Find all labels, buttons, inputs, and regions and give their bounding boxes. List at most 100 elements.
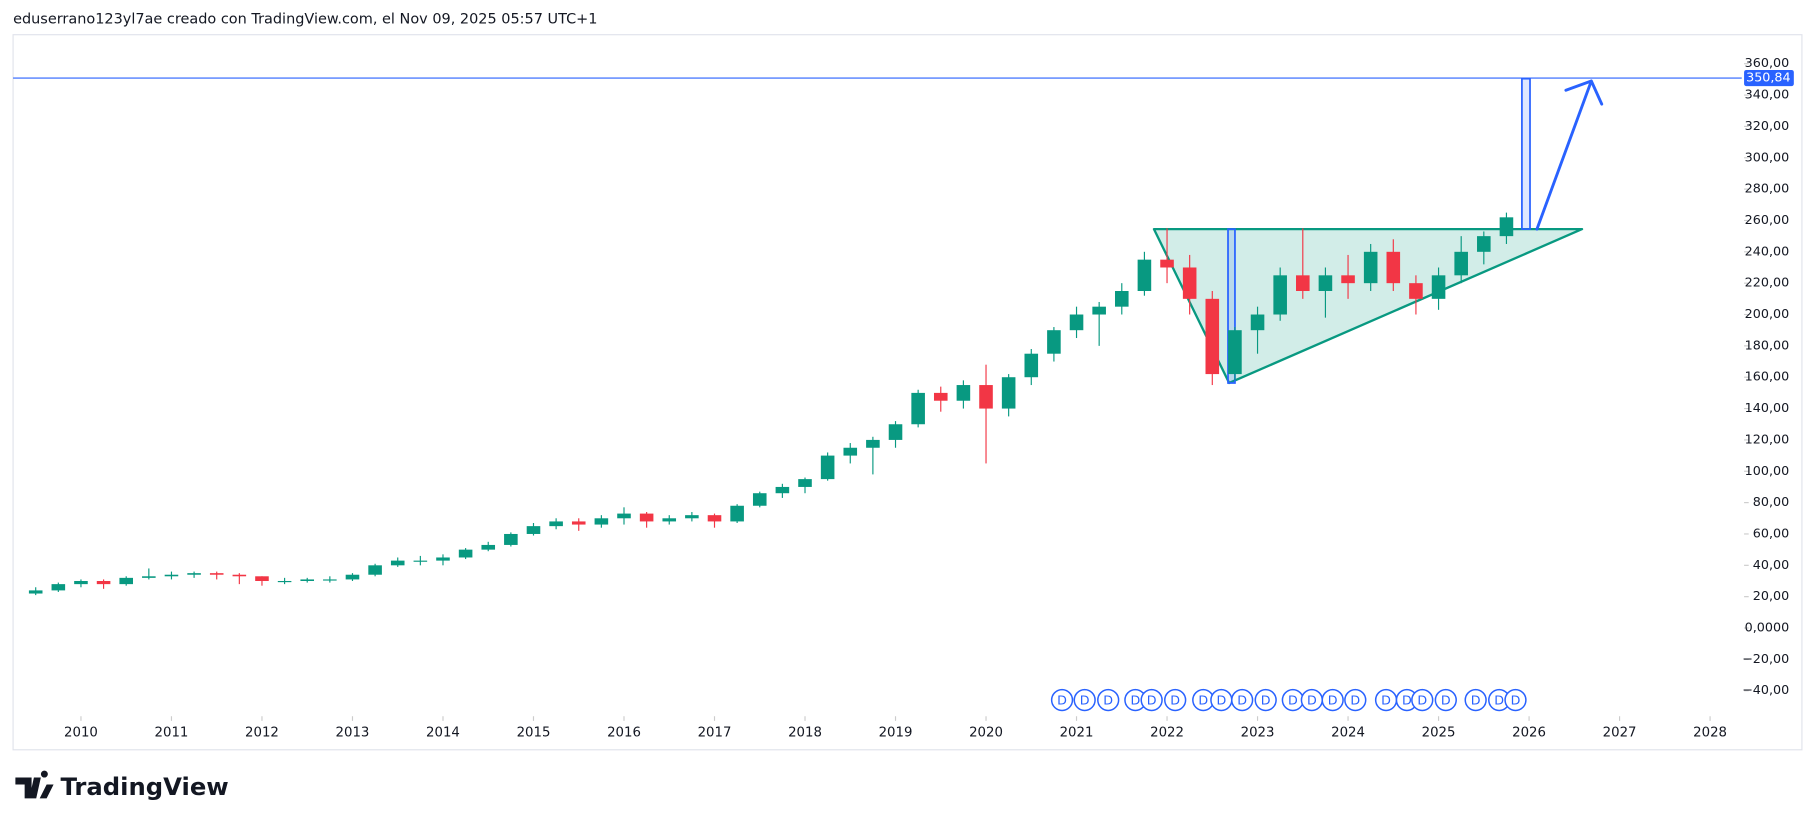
candle-body — [639, 513, 654, 522]
candle-body — [571, 521, 586, 525]
range-box — [1521, 77, 1531, 230]
y-tick-label: 80,00 — [1753, 494, 1789, 509]
range-box — [1227, 228, 1236, 384]
dividend-label: D — [1080, 693, 1090, 708]
y-tick-label: 320,00 — [1745, 118, 1790, 133]
target-arrow — [1535, 79, 1604, 231]
candle-body — [300, 579, 315, 581]
y-tick-label: 280,00 — [1745, 181, 1790, 196]
y-tick-label: 340,00 — [1745, 87, 1790, 102]
candle-body — [345, 574, 360, 580]
candle-body — [436, 557, 450, 561]
dividend-marker — [1321, 688, 1344, 712]
logo: TradingView — [15, 770, 229, 801]
candle-body — [1273, 275, 1287, 315]
candle-body — [187, 573, 201, 575]
candle-body — [707, 515, 722, 522]
x-tick-label: 2024 — [1331, 725, 1365, 740]
candle-body — [1431, 275, 1446, 299]
x-tick-label: 2018 — [788, 725, 822, 740]
candle-body — [979, 385, 993, 409]
dividend-label: D — [1471, 693, 1481, 708]
candle-body — [164, 574, 179, 577]
candle-body — [232, 574, 247, 577]
candle-body — [1069, 314, 1084, 331]
price-label-bg — [1744, 69, 1794, 87]
y-tick-label: −20,00 — [1742, 651, 1789, 666]
y-tick-label: 160,00 — [1745, 369, 1790, 384]
candle-body — [1296, 275, 1310, 292]
dividend-marker — [1344, 688, 1367, 712]
candle-body — [1409, 283, 1423, 299]
dividend-marker — [1254, 688, 1277, 712]
y-tick-label: 360,00 — [1745, 55, 1790, 70]
dividend-label: D — [1103, 693, 1113, 708]
candle-body — [1182, 267, 1197, 299]
dividend-label: D — [1216, 693, 1226, 708]
candle-body — [752, 493, 767, 506]
dividend-label: D — [1057, 693, 1067, 708]
candle-body — [1205, 298, 1220, 375]
candle-body — [866, 439, 880, 448]
candle-body — [368, 565, 382, 575]
candle-body — [119, 577, 133, 585]
chart-frame — [12, 34, 1803, 751]
dividend-label: D — [1381, 693, 1391, 708]
candle-body — [1250, 314, 1265, 331]
y-tick-label: 180,00 — [1745, 337, 1790, 352]
y-tick-label: 140,00 — [1745, 400, 1790, 415]
dividend-marker — [1230, 688, 1254, 712]
candle-body — [685, 515, 699, 519]
candle-body — [255, 576, 269, 581]
dividend-label: D — [1441, 693, 1451, 708]
dividend-marker — [1097, 688, 1120, 712]
dividend-label: D — [1170, 693, 1180, 708]
y-tick-label: 0,0000 — [1745, 620, 1790, 635]
y-tick-label: 260,00 — [1745, 212, 1790, 227]
drawings — [1152, 77, 1604, 385]
dividend-label: D — [1198, 693, 1208, 708]
dividend-marker — [1411, 688, 1434, 712]
dividend-marker — [1073, 688, 1096, 712]
y-tick-label: −40,00 — [1742, 682, 1789, 697]
candle-body — [662, 518, 677, 522]
candle-body — [323, 579, 337, 581]
x-tick-label: 2028 — [1693, 725, 1727, 740]
y-tick-label: 120,00 — [1745, 431, 1790, 446]
y-tick-label: 40,00 — [1753, 557, 1789, 572]
y-tick-label: 60,00 — [1753, 525, 1789, 540]
candle-body — [481, 544, 496, 550]
candle-body — [933, 392, 948, 401]
candle-body — [209, 573, 224, 575]
dividend-label: D — [1350, 693, 1360, 708]
x-tick-label: 2020 — [969, 725, 1003, 740]
y-tick-label: 300,00 — [1745, 149, 1790, 164]
logo-mark — [15, 770, 54, 799]
y-tick-label: 240,00 — [1745, 243, 1790, 258]
dividend-marker — [1140, 688, 1163, 712]
candle-body — [1114, 291, 1129, 307]
y-tick-label: 100,00 — [1745, 463, 1790, 478]
y-tick-label: 220,00 — [1745, 275, 1790, 290]
candle-body — [1499, 217, 1514, 237]
candle-body — [142, 576, 156, 578]
candle-body — [1137, 259, 1152, 292]
candle-body — [820, 455, 835, 480]
candle-body — [911, 392, 925, 425]
y-tick-label: 200,00 — [1745, 306, 1790, 321]
dividend-label: D — [1307, 693, 1317, 708]
candle-body — [1228, 330, 1242, 375]
x-tick-label: 2022 — [1150, 725, 1184, 740]
dividend-label: D — [1402, 693, 1412, 708]
price-label: 350,84 — [1746, 70, 1791, 85]
candle-body — [549, 521, 563, 527]
dividend-label: D — [1511, 693, 1521, 708]
candle-body — [617, 513, 631, 519]
x-tick-label: 2017 — [698, 725, 732, 740]
x-tick-label: 2014 — [426, 725, 460, 740]
triangle-pattern — [1152, 227, 1584, 385]
dividend-label: D — [1261, 693, 1271, 708]
x-tick-label: 2011 — [155, 725, 189, 740]
